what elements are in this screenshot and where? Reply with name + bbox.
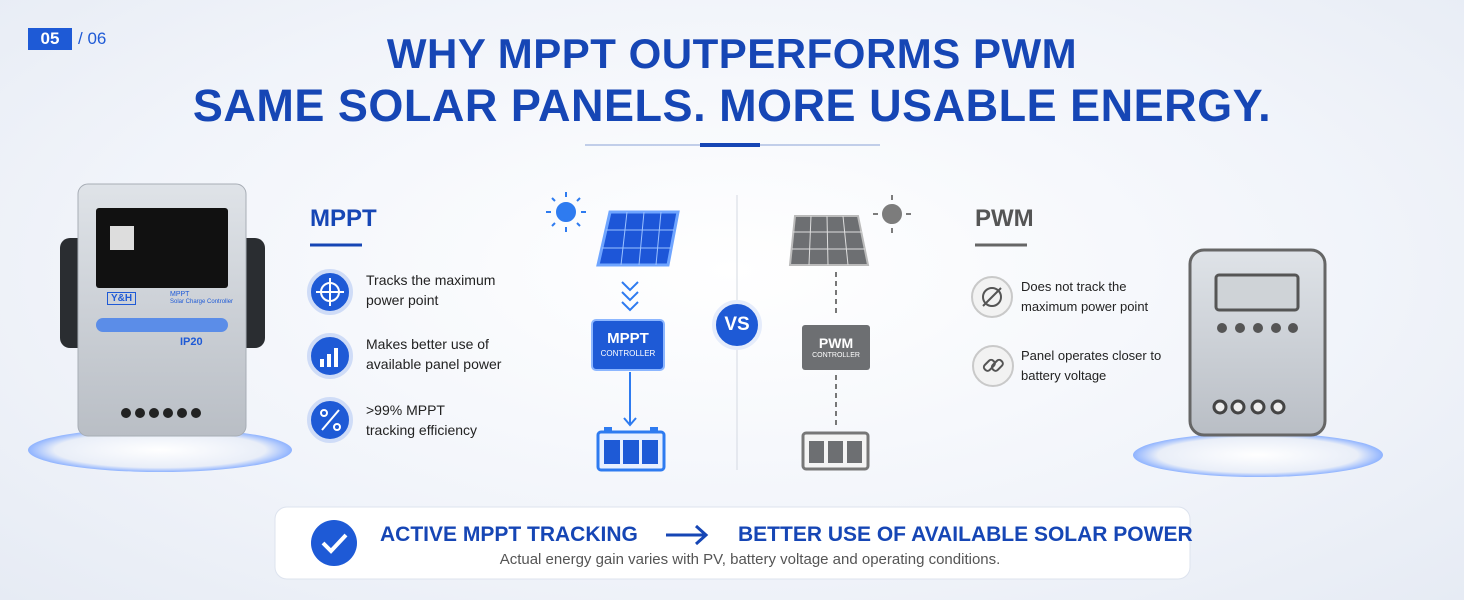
title-line: SAME SOLAR PANELS. MORE USABLE ENERGY. [192, 80, 1272, 131]
pwm-feature: Does not track the maximum power point [1021, 279, 1149, 314]
pwm-controller-label: PWM [818, 335, 854, 351]
mppt-controller-box [591, 319, 665, 371]
pwm-device-screen [1214, 273, 1300, 312]
mppt-controller-sublabel: CONTROLLER [600, 349, 656, 358]
check-mark [321, 533, 348, 554]
page-current: 05 [28, 28, 72, 50]
terminals [121, 408, 201, 418]
pwm-controller-sublabel: CONTROLLER [812, 352, 860, 359]
mppt-heading: MPPT [310, 205, 377, 232]
footer-box [274, 506, 1191, 580]
pwm-feature: Panel operates closer to battery voltage [1021, 348, 1162, 383]
mppt-arrows [621, 281, 639, 427]
device-strip [96, 318, 228, 332]
pwm-sun [873, 195, 911, 233]
mppt-sun [546, 192, 586, 232]
mppt-feature: Makes better use of available panel powe… [366, 336, 502, 372]
footer-arrow [666, 524, 709, 546]
vs-label: VS [724, 314, 750, 335]
qr-code [110, 226, 134, 250]
footer-right: BETTER USE OF AVAILABLE SOLAR POWER [738, 523, 1193, 546]
pwm-controller-box [802, 325, 870, 370]
mppt-controller-label: MPPT [607, 330, 649, 347]
pwm-battery [801, 431, 870, 471]
footer-note: Actual energy gain varies with PV, batte… [499, 551, 1001, 568]
device-brand: Y&H [107, 292, 137, 305]
pwm-solar-panel [788, 215, 870, 266]
pwm-feature-icons [971, 276, 1014, 387]
vs-badge [712, 300, 762, 350]
page-total: / 06 [78, 29, 107, 48]
mppt-battery [596, 427, 666, 472]
device-rating: IP20 [180, 336, 203, 348]
check-badge [311, 520, 357, 566]
pedestal [28, 428, 292, 472]
pedestal [1133, 433, 1383, 477]
mppt-solar-panel [596, 210, 680, 267]
pwm-heading: PWM [975, 205, 1034, 232]
mppt-feature-icons [307, 269, 353, 443]
footer-left: ACTIVE MPPT TRACKING [380, 523, 638, 546]
pwm-device-buttons [1217, 323, 1298, 333]
device-model: MPPT [170, 291, 190, 298]
mppt-feature: Tracks the maximum power point [366, 272, 496, 308]
title-line: WHY MPPT OUTPERFORMS PWM [386, 30, 1078, 77]
pwm-device-terminals [1212, 399, 1286, 415]
device-description: Solar Charge Controller [170, 299, 234, 305]
mppt-feature: >99% MPPT tracking efficiency [366, 402, 478, 438]
